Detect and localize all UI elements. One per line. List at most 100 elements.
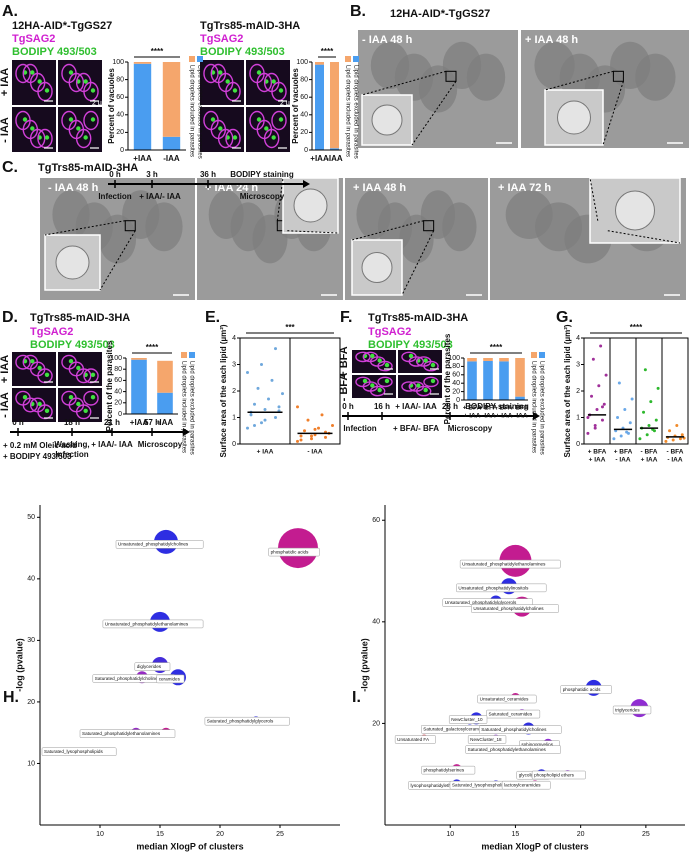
micrograph-droplet [271, 79, 276, 84]
y-tick-label: 80 [300, 76, 308, 83]
x-tick-label: + IAA [464, 413, 481, 420]
legend-swatch [181, 352, 187, 358]
legend-swatch [531, 352, 537, 358]
em-zoom-line [411, 81, 457, 146]
timeline-step: + IAA/- IAA [139, 192, 181, 201]
stain-label: BODIPY 493/503 [30, 339, 115, 351]
row-label: - IAA [0, 117, 11, 143]
panel-label: D. [2, 309, 18, 326]
micrograph-droplet [76, 401, 81, 407]
micrograph-droplet [90, 88, 96, 93]
y-tick-label: 40 [116, 112, 124, 119]
y-tick-label: 60 [452, 372, 460, 379]
row-label: - IAA [0, 392, 11, 418]
timeline-step: + BODIPY 493/503 [3, 452, 72, 461]
bubble-label-box [41, 747, 117, 757]
micrograph-cell [415, 356, 432, 367]
y-axis-label: Percent of the parasites [443, 333, 452, 424]
em-zoom-line [276, 177, 284, 221]
x-tick-label: 20 [216, 831, 224, 838]
row-label: - BFA [338, 373, 350, 402]
timeline-time: 0 h [12, 418, 24, 427]
data-point [617, 381, 621, 385]
data-point [612, 437, 616, 441]
bubble-label: lysophosphatidylethanolamines [411, 783, 476, 788]
y-tick-label: 20 [372, 720, 380, 727]
x-tick-label: + IAA [589, 457, 606, 464]
timeline-time: 0 h [342, 402, 354, 411]
bubble-label: Saturated_phosphatidylethanolamines [82, 731, 161, 736]
micrograph-droplet [22, 395, 28, 400]
em-inset-droplet [55, 245, 90, 280]
bar-segment [330, 62, 339, 149]
x-axis-label: median XlogP of clusters [136, 841, 243, 851]
x-tick-label: + IAA [257, 449, 274, 456]
legend-label: Lipid droplets included in parasites [180, 361, 186, 453]
micrograph-droplet [362, 378, 368, 384]
micrograph-cell [203, 63, 219, 84]
significance-label: *** [285, 323, 295, 332]
data-point [246, 370, 249, 374]
data-point [249, 413, 253, 417]
timeline-step: Infection [98, 192, 131, 201]
x-tick-label: +IAA [310, 154, 329, 163]
micrograph-cell [362, 351, 379, 363]
y-tick-label: 50 [27, 514, 35, 521]
bubble-label-box [134, 662, 171, 671]
timeline-step: + 0.2 mM Oleic acid [3, 441, 77, 450]
bubble-label-box [479, 725, 562, 734]
micrograph-droplet [430, 362, 436, 368]
data-point [317, 426, 320, 430]
data-point [253, 423, 256, 427]
x-tick-label: 15 [512, 831, 520, 838]
bar-segment [467, 358, 477, 362]
micrograph-cell [83, 110, 99, 131]
micrograph-droplet [37, 79, 42, 84]
y-axis-label: -log (pvalue) [14, 638, 24, 692]
y-tick-label: 40 [114, 388, 122, 395]
micrograph-droplet [68, 70, 74, 75]
y-tick-label: 20 [27, 699, 35, 706]
em-inset-droplet [615, 190, 655, 231]
data-point [604, 373, 608, 377]
timeline-time: 16 h [374, 402, 390, 411]
data-point [649, 400, 653, 404]
timeline-arrow [533, 412, 540, 420]
bubble-label-box [448, 715, 488, 724]
micrograph-cell [61, 390, 77, 406]
data-point [277, 405, 281, 409]
image-label: - IAA 48 h [48, 182, 99, 194]
bubble-label: phospholipid ethers [534, 772, 575, 777]
y-tick-label: 3 [576, 361, 580, 368]
y-tick-label: 10 [27, 760, 35, 767]
data-point [600, 418, 604, 422]
bubble-label: lactosylceramides [504, 783, 541, 788]
bubble-label: Unsaturated_phosphatidylethanolamines [462, 561, 546, 566]
bubble-label-box [268, 547, 320, 557]
micrograph-droplet [44, 88, 50, 93]
em-zoom-line [99, 230, 136, 291]
x-tick-label: 15 [156, 831, 164, 838]
bubble-label: Unsaturated_phosphatidylcholines [118, 542, 189, 547]
micrograph-droplet [76, 365, 81, 371]
bubble-label: Saturated_phosphatidylethanolamines [468, 747, 547, 752]
bubble-label: Saturated_phosphatidylcholines [95, 676, 161, 681]
em-structure [145, 202, 183, 252]
scale-label: 2 µm [280, 100, 296, 107]
data-point [680, 433, 684, 437]
micrograph-cell [423, 376, 439, 388]
legend-swatch [353, 56, 359, 62]
timeline-step: Microscopy [240, 192, 285, 201]
y-tick-label: 60 [116, 94, 124, 101]
micrograph-cell [15, 110, 31, 131]
x-tick-label: - IAA [512, 413, 527, 420]
micrograph-cell [61, 63, 77, 84]
y-axis-label: Percent of vacuoles [107, 68, 116, 144]
stain-label: TgSAG2 [200, 33, 243, 45]
timeline-step: BODIPY staining [465, 402, 529, 411]
em-box [124, 220, 136, 232]
bubble-label: Unsaturated_phosphatidylinositols [458, 585, 529, 590]
x-tick-label: - BFA [496, 405, 513, 412]
micrograph-cell [377, 376, 393, 388]
data-point [616, 416, 620, 419]
